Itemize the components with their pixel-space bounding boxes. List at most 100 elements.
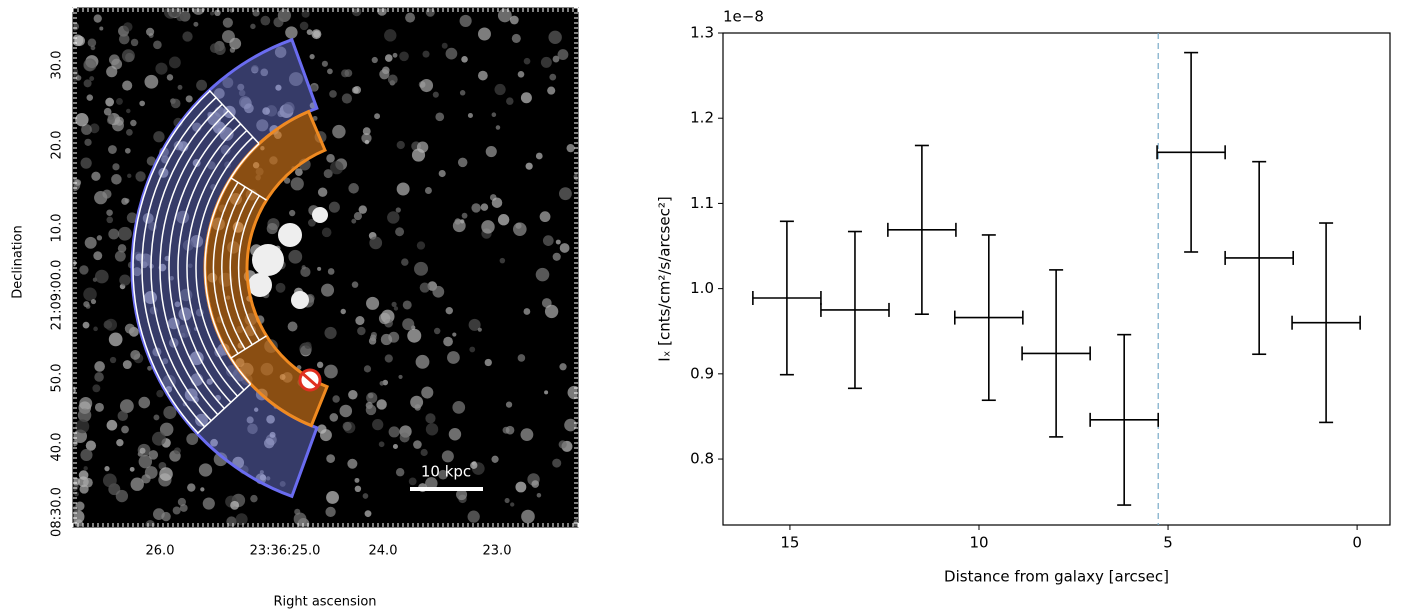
noise-blob <box>99 26 104 31</box>
noise-blob <box>432 285 445 298</box>
noise-blob <box>266 476 271 481</box>
noise-blob <box>326 154 335 163</box>
noise-blob <box>552 55 560 63</box>
annulus-line <box>141 97 217 428</box>
y-axis-label: Declination <box>11 225 26 299</box>
noise-blob <box>542 235 554 246</box>
noise-blob <box>84 138 92 146</box>
noise-blob <box>93 251 103 261</box>
noise-blob <box>317 424 327 434</box>
y-axis-label: Iₓ [cnts/cm²/s/arcsec²] <box>656 196 674 361</box>
noise-blob <box>106 116 116 125</box>
noise-blob <box>275 84 282 91</box>
noise-blob <box>138 396 151 409</box>
noise-blob <box>121 425 129 434</box>
noise-blob <box>362 493 369 499</box>
noise-blob <box>84 236 97 249</box>
noise-blob <box>539 211 551 223</box>
noise-blob <box>115 489 129 503</box>
noise-blob <box>74 179 82 186</box>
noise-blob <box>74 491 79 497</box>
noise-blob <box>384 354 393 363</box>
noise-blob <box>94 269 109 284</box>
noise-blob <box>273 17 284 28</box>
noise-blob <box>83 287 97 302</box>
noise-blob <box>505 425 515 435</box>
noise-blob <box>206 378 213 385</box>
noise-blob <box>138 454 153 469</box>
noise-blob <box>80 448 93 462</box>
y-tick-label: 1.2 <box>690 109 714 127</box>
noise-blob <box>387 211 400 224</box>
noise-blob <box>148 450 159 460</box>
x-tick-label: 23.0 <box>483 544 512 559</box>
noise-blob <box>467 112 473 118</box>
noise-blob <box>144 74 159 89</box>
y-tick-label: 40.0 <box>50 433 65 462</box>
noise-blob <box>114 116 124 126</box>
noise-blob <box>497 8 512 23</box>
noise-blob <box>491 456 498 463</box>
noise-blob <box>81 124 92 135</box>
noise-blob <box>362 127 371 136</box>
noise-blob <box>392 52 398 58</box>
noise-blob <box>91 171 101 181</box>
noise-blob <box>517 70 525 78</box>
noise-blob <box>419 282 430 293</box>
noise-blob <box>293 512 307 526</box>
noise-blob <box>122 80 133 91</box>
noise-blob <box>328 201 340 213</box>
noise-blob <box>377 8 387 16</box>
noise-blob <box>324 326 337 340</box>
noise-blob <box>422 50 430 58</box>
noise-blob <box>172 506 181 515</box>
annulus-line <box>204 143 260 385</box>
noise-blob <box>80 157 92 169</box>
noise-blob <box>130 349 141 360</box>
noise-blob <box>477 327 482 332</box>
noise-blob <box>332 395 340 403</box>
noise-blob <box>144 466 158 479</box>
noise-blob <box>82 321 90 329</box>
noise-blob <box>109 356 117 364</box>
noise-blob <box>379 381 385 386</box>
noise-blob <box>266 223 278 235</box>
noise-blob <box>185 95 193 103</box>
noise-blob <box>310 84 318 92</box>
noise-blob <box>162 374 176 389</box>
noise-blob <box>456 489 468 501</box>
noise-blob <box>380 333 393 346</box>
noise-blob <box>324 364 338 379</box>
noise-blob <box>126 212 138 224</box>
noise-blob <box>288 249 303 264</box>
noise-blob <box>326 490 339 504</box>
noise-blob <box>327 68 333 75</box>
noise-blob <box>369 236 383 250</box>
noise-blob <box>213 88 225 99</box>
noise-blob <box>250 23 256 30</box>
noise-blob <box>229 37 242 50</box>
noise-blob <box>112 163 120 171</box>
noise-blob <box>535 152 543 160</box>
noise-blob <box>484 358 492 367</box>
noise-blob <box>139 100 146 107</box>
noise-blob <box>505 401 513 408</box>
noise-blob <box>83 58 97 72</box>
noise-blob <box>260 68 269 77</box>
noise-blob <box>365 404 377 416</box>
noise-blob <box>402 318 415 331</box>
noise-blob <box>379 69 390 80</box>
noise-blob <box>452 400 466 414</box>
noise-blob <box>174 301 181 308</box>
noise-blob <box>559 363 567 371</box>
noise-blob <box>177 497 186 507</box>
noise-blob <box>378 312 391 325</box>
y-tick-label: 50.0 <box>50 364 65 393</box>
noise-blob <box>90 298 97 305</box>
noise-blob <box>558 440 567 449</box>
noise-blob <box>108 332 123 347</box>
noise-blob <box>250 494 258 503</box>
noise-blob <box>108 54 120 66</box>
noise-blob <box>103 107 112 116</box>
noise-blob <box>186 433 199 445</box>
